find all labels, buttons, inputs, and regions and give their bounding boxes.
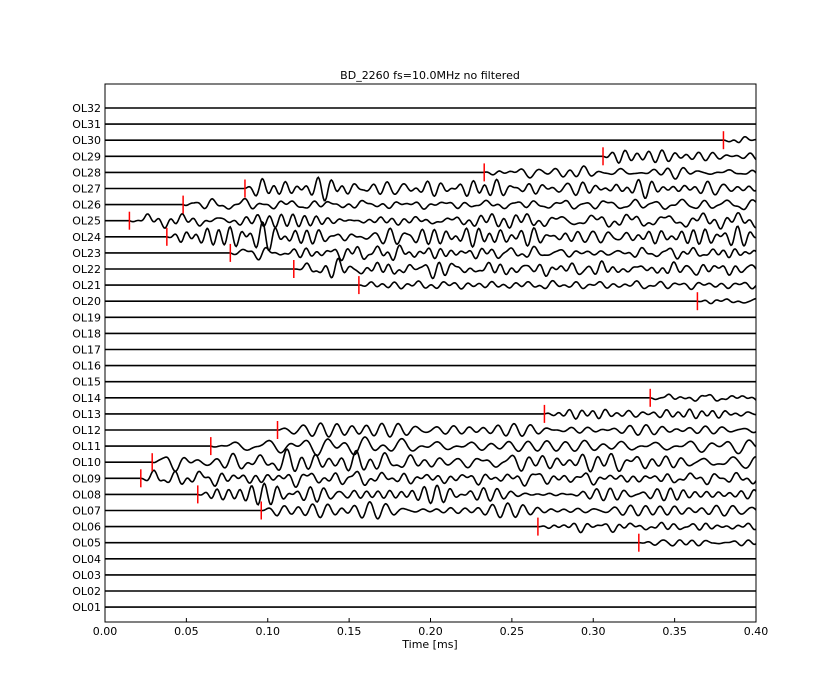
x-tick-label: 0.30 [581,625,606,638]
y-tick-label-ol24: OL24 [72,231,101,244]
pick-group [128,131,725,552]
y-tick-label-ol15: OL15 [72,376,101,389]
y-tick-label-ol08: OL08 [72,488,101,501]
y-tick-label-ol02: OL02 [72,585,101,598]
trace-ol07 [105,501,757,520]
y-tick-label-ol30: OL30 [72,134,101,147]
y-tick-label-ol22: OL22 [72,263,101,276]
x-axis-label: Time [ms] [401,638,457,651]
y-tick-label-ol16: OL16 [72,360,101,373]
y-tick-label-ol20: OL20 [72,295,101,308]
trace-ol05 [105,539,757,547]
y-tick-label-ol05: OL05 [72,537,101,550]
y-tick-label-ol12: OL12 [72,424,101,437]
y-tick-label-ol29: OL29 [72,150,101,163]
trace-group [105,107,757,608]
y-tick-label-ol14: OL14 [72,392,101,405]
trace-ol22 [105,257,757,280]
trace-ol06 [105,521,757,534]
x-tick-label: 0.10 [256,625,281,638]
trace-ol08 [105,482,757,506]
y-tick-label-ol07: OL07 [72,505,101,518]
y-tick-label-ol04: OL04 [72,553,101,566]
y-tick-label-ol18: OL18 [72,327,101,340]
x-tick-label: 0.20 [418,625,443,638]
y-tick-label-ol19: OL19 [72,311,101,324]
y-tick-label-ol21: OL21 [72,279,101,292]
y-tick-label-ol01: OL01 [72,601,101,614]
trace-ol28 [105,165,757,180]
trace-ol09 [105,469,757,488]
y-tick-label-ol25: OL25 [72,215,101,228]
y-tick-label-ol31: OL31 [72,118,101,131]
trace-ol30 [105,135,757,144]
x-tick-group: 0.00 0.05 0.10 0.15 0.20 0.25 0.30 0.35 0.40 [93,618,769,638]
trace-ol29 [105,149,757,165]
trace-ol13 [105,408,757,420]
y-tick-label-ol09: OL09 [72,472,101,485]
y-tick-label-ol03: OL03 [72,569,101,582]
y-tick-label-ol13: OL13 [72,408,101,421]
trace-ol23 [105,244,757,262]
chart-title: BD_2260 fs=10.0MHz no filtered [340,69,520,82]
y-tick-label-ol32: OL32 [72,102,101,115]
y-tick-label-ol11: OL11 [72,440,101,453]
trace-ol12 [105,422,757,438]
y-tick-label-ol23: OL23 [72,247,101,260]
trace-ol27 [105,176,757,202]
x-tick-label: 0.00 [93,625,118,638]
y-tick-label-ol17: OL17 [72,344,101,357]
y-tick-label-ol26: OL26 [72,199,101,212]
y-tick-label-ol10: OL10 [72,456,101,469]
trace-ol25 [105,211,757,230]
y-tick-label-ol28: OL28 [72,166,101,179]
trace-ol26 [105,197,757,211]
y-tick-label-ol27: OL27 [72,183,101,196]
trace-ol24 [105,220,757,252]
y-tick-group: OL32 OL31 OL30 OL29 OL28 OL27 OL26 OL25 OL24 OL23… [72,102,109,614]
trace-ol14 [105,393,757,402]
trace-ol21 [105,279,757,291]
x-tick-label: 0.05 [174,625,199,638]
x-tick-label: 0.35 [662,625,687,638]
x-tick-label: 0.15 [337,625,362,638]
trace-ol11 [105,436,757,457]
x-tick-label: 0.25 [500,625,525,638]
trace-ol20 [105,297,757,305]
y-tick-label-ol06: OL06 [72,521,101,534]
trace-ol10 [105,448,756,473]
x-tick-label: 0.40 [744,625,769,638]
